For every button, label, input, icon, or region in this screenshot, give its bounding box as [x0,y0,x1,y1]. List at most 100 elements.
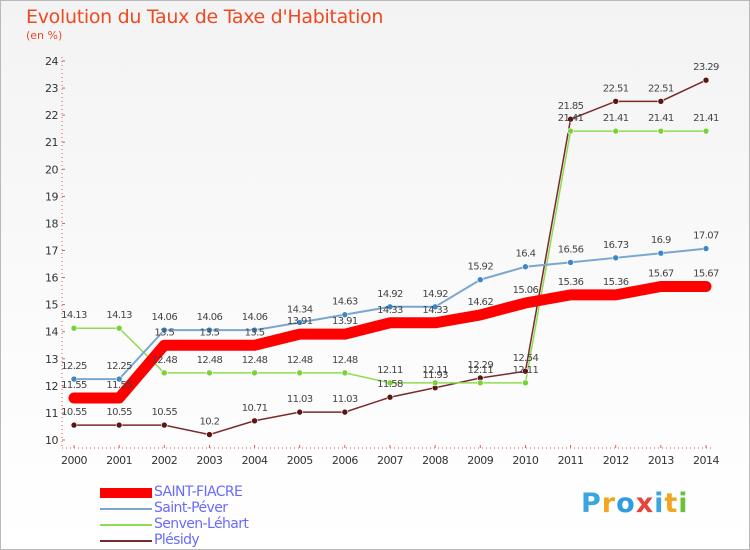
y-tick-label: 11 [45,407,58,420]
data-label: 14.62 [467,297,493,308]
data-label: 12.48 [287,355,313,366]
data-point [341,408,349,416]
chart-title: Evolution du Taux de Taxe d'Habitation [26,6,384,28]
series-points [70,76,710,438]
data-label: 13.91 [287,316,313,327]
data-point [431,303,439,311]
data-label: 12.29 [467,360,493,371]
data-label: 17.07 [693,231,719,242]
data-label: 11.55 [106,380,132,391]
y-tick-label: 13 [45,353,58,366]
y-tick-label: 17 [45,245,58,258]
x-tick-label: 2000 [61,454,87,467]
data-point [702,127,710,135]
logo-letter: x [635,488,655,519]
data-point [431,379,439,387]
data-point [115,324,123,332]
data-point [567,259,574,266]
x-tick-label: 2010 [512,454,538,467]
data-label: 16.9 [651,235,671,246]
data-label: 12.25 [61,361,87,372]
data-label: 12.54 [513,353,539,364]
x-tick-label: 2004 [242,454,268,467]
data-label: 15.67 [693,269,719,280]
data-point [115,375,123,383]
x-tick-label: 2001 [106,454,132,467]
data-label: 14.34 [287,305,313,316]
y-tick-label: 15 [45,299,58,312]
data-point [296,319,304,326]
data-label: 15.06 [513,285,539,296]
data-point [341,311,349,318]
data-label: 13.5 [199,327,219,338]
data-label: 15.92 [467,262,493,273]
data-label: 12.11 [467,365,493,376]
data-point [386,393,394,401]
data-point [476,276,484,284]
data-label: 16.73 [603,240,629,251]
data-label: 12.11 [422,365,448,376]
data-point [657,98,665,105]
data-point [386,303,394,311]
data-point [476,379,484,387]
y-tick-label: 10 [45,434,58,447]
data-point [251,326,258,334]
y-tick-label: 12 [45,380,58,393]
data-point [567,115,574,123]
data-point [341,369,349,377]
data-point [567,127,574,135]
data-label: 13.91 [332,316,358,327]
x-tick-label: 2009 [467,454,493,467]
y-tick-label: 23 [45,82,58,95]
legend-label: SAINT-FIACRE [154,484,243,500]
data-label: 10.55 [106,407,132,418]
data-label: 15.36 [558,277,584,288]
y-tick-label: 20 [45,163,58,176]
data-point [702,245,710,252]
data-label: 14.63 [332,297,358,308]
data-label: 23.29 [693,62,719,73]
legend-swatch [100,524,152,526]
axes: 10 11 12 13 14 15 16 17 18 19 20 21 22 23 24 2000 2001 20… [45,55,720,467]
data-label: 14.13 [106,310,132,321]
y-tick-label: 14 [45,326,58,339]
data-label: 21.41 [648,113,674,124]
data-point [612,254,620,262]
data-point [296,369,304,377]
logo-letter: i [678,488,689,519]
y-tick-label: 24 [45,55,58,68]
data-point [160,369,168,377]
x-tick-label: 2011 [558,454,584,467]
data-label: 12.48 [197,355,223,366]
logo-letter: P [581,488,602,519]
data-point [612,98,620,105]
data-label: 22.51 [648,83,674,94]
data-label: 11.03 [287,394,313,405]
x-tick-label: 2003 [196,454,222,467]
data-point [70,421,78,429]
series-line-saint-fiacre [68,281,712,404]
data-label: 10.55 [61,407,87,418]
data-label: 14.33 [422,305,448,316]
legend-swatch [100,540,152,542]
data-label: 11.55 [61,380,87,391]
x-tick-label: 2005 [287,454,313,467]
logo-letter: o [616,488,636,519]
data-label: 14.06 [197,312,223,323]
logo-letter: i [654,488,665,519]
data-label: 21.85 [558,101,584,112]
data-label: 12.48 [151,355,177,366]
data-point [70,375,78,383]
data-label: 10.55 [151,407,177,418]
data-point [612,127,620,135]
y-tick-label: 18 [45,217,58,230]
x-tick-label: 2014 [693,454,719,467]
data-label: 14.92 [377,289,403,300]
x-tick-label: 2002 [151,454,177,467]
data-point [251,417,258,425]
x-tick-label: 2006 [332,454,358,467]
data-label: 15.67 [648,269,674,280]
legend-label: Plésidy [154,532,200,548]
x-tick-label: 2007 [377,454,403,467]
